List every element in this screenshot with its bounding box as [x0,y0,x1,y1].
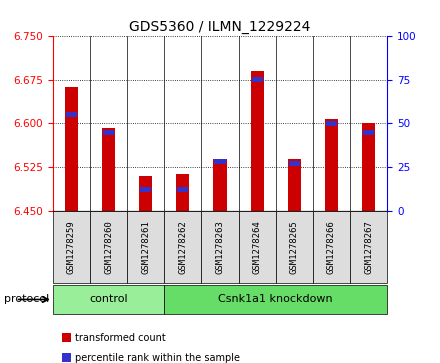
Text: Csnk1a1 knockdown: Csnk1a1 knockdown [218,294,333,305]
Bar [53,211,90,283]
Text: protocol: protocol [4,294,50,305]
Text: GSM1278264: GSM1278264 [253,220,262,274]
Bar [288,159,301,211]
Text: percentile rank within the sample: percentile rank within the sample [75,352,240,363]
Bar [362,123,375,211]
Text: GSM1278267: GSM1278267 [364,220,373,274]
Bar [139,176,152,211]
Bar [252,77,263,82]
Bar [350,211,387,283]
Bar [127,211,164,283]
Bar [313,211,350,283]
Text: GSM1278260: GSM1278260 [104,220,113,274]
Text: GSM1278262: GSM1278262 [178,220,187,274]
Text: GSM1278263: GSM1278263 [216,220,224,274]
Title: GDS5360 / ILMN_1229224: GDS5360 / ILMN_1229224 [129,20,311,34]
Bar [276,211,313,283]
Bar [140,187,151,192]
Bar [177,187,188,192]
Bar [202,211,238,283]
Bar [251,71,264,211]
Bar [326,121,337,126]
Bar [103,130,114,135]
Bar [214,159,226,164]
Text: GSM1278261: GSM1278261 [141,220,150,274]
Bar [164,211,202,283]
Text: GSM1278259: GSM1278259 [67,220,76,274]
Text: transformed count: transformed count [75,333,165,343]
Text: GSM1278266: GSM1278266 [327,220,336,274]
Bar [213,159,227,211]
Bar [363,130,374,135]
Bar [164,285,387,314]
Bar [289,161,300,166]
Bar [238,211,276,283]
Bar [66,112,77,117]
Bar [53,285,164,314]
Bar [176,174,189,211]
Bar [325,119,338,211]
Text: control: control [89,294,128,305]
Bar [90,211,127,283]
Bar [65,87,78,211]
Text: GSM1278265: GSM1278265 [290,220,299,274]
Bar [102,128,115,211]
